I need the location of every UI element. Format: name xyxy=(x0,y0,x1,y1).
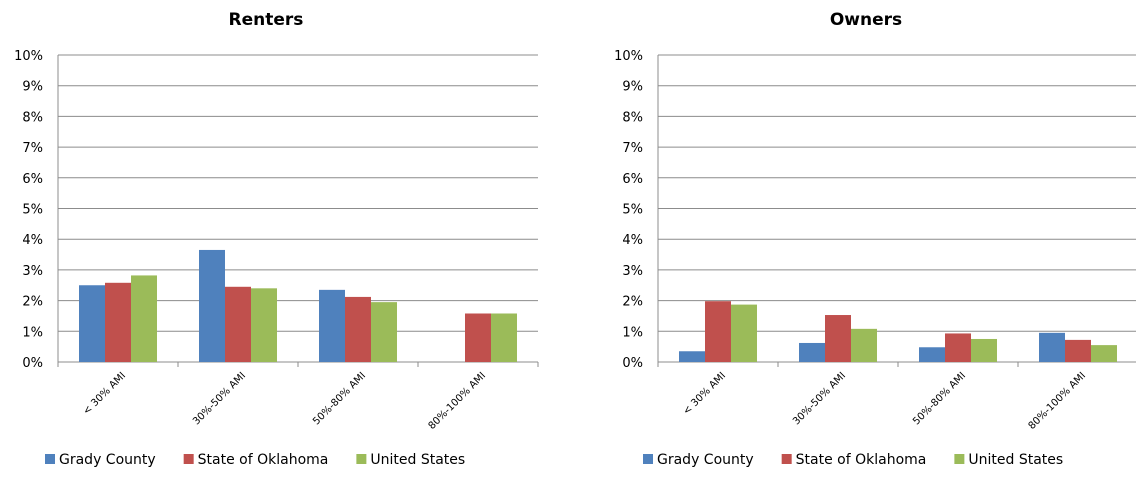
x-tick-label: 80%-100% AMI xyxy=(1027,370,1089,432)
y-tick-label: 4% xyxy=(22,233,43,248)
chart-0: Renters 0% 1% 2% 3% 4% 5% 6% 7% 8% 9% 10% < 30% AMI 3… xyxy=(14,10,539,468)
y-tick-label: 2% xyxy=(622,295,643,310)
y-tick-label: 6% xyxy=(22,172,43,187)
legend-swatch xyxy=(954,454,965,464)
y-tick-label: 0% xyxy=(622,356,643,371)
bar xyxy=(825,315,851,362)
y-tick-label: 1% xyxy=(622,325,643,340)
bar xyxy=(971,338,997,362)
y-tick-label: 8% xyxy=(622,110,643,125)
y-tick-label: 9% xyxy=(22,80,43,95)
bar xyxy=(945,333,971,362)
bar xyxy=(1039,332,1065,362)
chart-title: Renters xyxy=(229,10,304,30)
y-tick-label: 8% xyxy=(22,110,43,125)
y-tick-label: 10% xyxy=(614,49,643,64)
bar xyxy=(371,302,397,362)
x-tick-label: 50%-80% AMI xyxy=(311,370,368,427)
legend-label: United States xyxy=(968,452,1063,468)
x-tick-label: 50%-80% AMI xyxy=(911,370,968,427)
y-tick-label: 3% xyxy=(22,264,43,279)
x-tick-label: 30%-50% AMI xyxy=(791,370,848,427)
bar xyxy=(251,288,277,362)
legend-label: Grady County xyxy=(59,452,156,468)
y-tick-label: 7% xyxy=(622,141,643,156)
bar xyxy=(679,351,705,362)
bar xyxy=(199,249,225,362)
legend-swatch xyxy=(45,454,55,464)
y-tick-label: 3% xyxy=(622,264,643,279)
x-tick-label: < 30% AMI xyxy=(81,370,128,417)
bar xyxy=(851,328,877,362)
legend-label: Grady County xyxy=(657,452,754,468)
bar xyxy=(79,285,105,362)
legend-label: United States xyxy=(370,452,465,468)
y-tick-label: 0% xyxy=(22,356,43,371)
legend-swatch xyxy=(356,454,367,464)
bar xyxy=(705,301,731,362)
y-tick-label: 9% xyxy=(622,80,643,95)
bar xyxy=(1091,345,1117,362)
legend-swatch xyxy=(781,454,792,464)
chart-1: Owners 0% 1% 2% 3% 4% 5% 6% 7% 8% 9% 10% < 30% AMI 30… xyxy=(614,10,1136,468)
x-tick-label: < 30% AMI xyxy=(681,370,728,417)
legend-label: State of Oklahoma xyxy=(796,452,927,468)
y-tick-label: 4% xyxy=(622,233,643,248)
bar xyxy=(465,313,491,362)
y-tick-label: 6% xyxy=(622,172,643,187)
chart-title: Owners xyxy=(830,10,902,30)
bar xyxy=(131,275,157,362)
legend-swatch xyxy=(643,454,653,464)
bar xyxy=(491,313,517,362)
bar xyxy=(345,296,371,362)
y-tick-label: 1% xyxy=(22,325,43,340)
y-tick-label: 7% xyxy=(22,141,43,156)
y-tick-label: 5% xyxy=(22,203,43,218)
bar xyxy=(731,304,757,362)
bar xyxy=(105,282,131,362)
bar xyxy=(1065,339,1091,362)
legend-label: State of Oklahoma xyxy=(198,452,329,468)
y-tick-label: 10% xyxy=(14,49,43,64)
y-tick-label: 2% xyxy=(22,295,43,310)
y-tick-label: 5% xyxy=(622,203,643,218)
x-tick-label: 80%-100% AMI xyxy=(427,370,489,432)
bar xyxy=(319,289,345,362)
bar xyxy=(919,347,945,362)
legend: Grady County State of Oklahoma United Stat… xyxy=(643,452,1063,468)
bar xyxy=(225,286,251,362)
legend: Grady County State of Oklahoma United Stat… xyxy=(45,452,465,468)
legend-swatch xyxy=(183,454,194,464)
x-tick-label: 30%-50% AMI xyxy=(191,370,248,427)
bar xyxy=(799,342,825,362)
